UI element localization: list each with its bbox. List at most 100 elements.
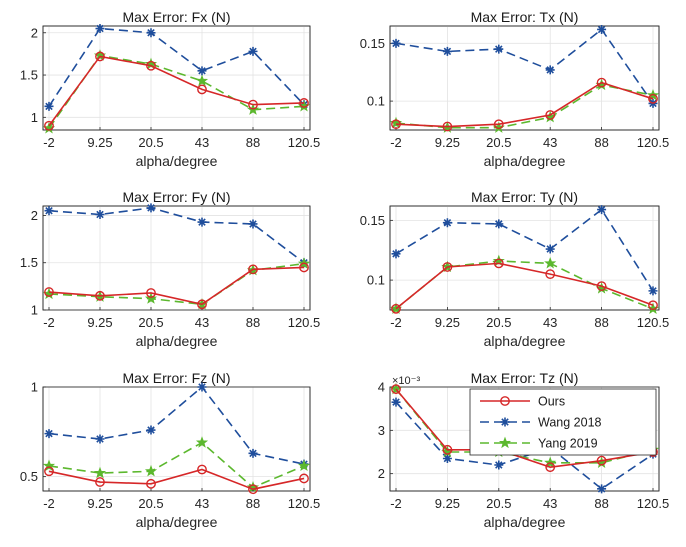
marker-wang-2018-3 [545, 65, 555, 75]
marker-ours-2 [493, 258, 504, 269]
marker-yang-2019-2 [144, 464, 158, 477]
marker-ours-5 [299, 473, 309, 484]
y-tick-label: 1 [31, 380, 38, 395]
marker-ours-0 [44, 287, 54, 297]
series-line [395, 388, 654, 468]
subplot-title: Max Error: Fy (N) [122, 189, 230, 205]
x-axis-label: alpha/degree [136, 514, 218, 530]
y-tick-label: 0.15 [360, 36, 385, 51]
plot-frame [389, 205, 660, 311]
marker-wang-2018-4 [597, 484, 607, 494]
series-line [48, 385, 305, 465]
marker-yang-2019-2 [144, 292, 158, 304]
x-axis-label: alpha/degree [136, 153, 218, 169]
series-ours [44, 464, 309, 495]
subplot-6: -2 9.25 20.5 43 88 120.5 2 3 4 Max Error: Tz (N) a… [378, 370, 670, 530]
marker-wang-2018-1 [95, 210, 105, 220]
x-tick-label: 20.5 [486, 496, 511, 511]
x-tick-label: 120.5 [637, 496, 670, 511]
x-tick-label: 88 [594, 496, 608, 511]
y-tick-label: 1 [31, 303, 38, 318]
marker-wang-2018-1 [95, 24, 105, 34]
subplot-3: -2 9.25 20.5 43 88 120.5 1 1.5 2 Max Error: Fy (N… [20, 189, 320, 349]
marker-wang-2018-2 [146, 425, 156, 435]
legend-label: Ours [538, 395, 565, 409]
marker-ours-2 [146, 288, 156, 298]
marker-wang-2018-0 [44, 101, 54, 111]
series-line [48, 441, 305, 489]
marker-ours-0 [44, 120, 54, 131]
x-tick-label: -2 [390, 496, 402, 511]
x-tick-label: 43 [543, 135, 557, 150]
x-tick-label: 9.25 [87, 496, 112, 511]
x-tick-label: 20.5 [486, 135, 511, 150]
x-tick-label: 88 [246, 315, 260, 330]
y-tick-label: 1 [31, 110, 38, 125]
subplot-2: -2 9.25 20.5 43 88 120.5 0.1 0.15 Max Error: Tx … [360, 9, 670, 169]
y-tick-label: 0.15 [360, 213, 385, 228]
series-line [48, 55, 305, 127]
marker-yang-2019-3 [195, 74, 209, 87]
y-tick-label: 1.5 [20, 68, 38, 83]
plot-frame [389, 25, 660, 131]
marker-wang-2018-2 [494, 44, 504, 54]
x-tick-label: 88 [246, 496, 260, 511]
x-tick-label: 120.5 [637, 315, 670, 330]
x-tick-label: 120.5 [637, 135, 670, 150]
marker-wang-2018-2 [146, 203, 156, 213]
x-tick-label: 88 [594, 315, 608, 330]
marker-ours-2 [146, 60, 156, 71]
marker-ours-2 [146, 478, 156, 489]
marker-ours-0 [44, 466, 54, 477]
x-tick-label: 9.25 [87, 315, 112, 330]
series-line [395, 260, 654, 310]
marker-ours-1 [95, 290, 105, 301]
y-tick-label: 0.1 [367, 94, 385, 109]
marker-ours-5 [648, 300, 658, 311]
y-tick-label: 1.5 [20, 255, 38, 270]
legend-label: Wang 2018 [538, 416, 602, 430]
series-wang-2018 [391, 24, 658, 108]
marker-wang-2018-1 [442, 454, 452, 463]
x-tick-label: 43 [195, 496, 209, 511]
marker-ours-1 [442, 444, 453, 455]
marker-yang-2019-5 [297, 459, 311, 472]
series-line [395, 262, 654, 310]
x-tick-label: -2 [43, 315, 55, 330]
plot-area [42, 386, 311, 492]
series-wang-2018 [391, 205, 658, 296]
marker-wang-2018-0 [391, 397, 401, 407]
marker-yang-2019-0 [42, 459, 56, 472]
x-tick-label: 20.5 [486, 315, 511, 330]
marker-wang-2018-2 [494, 219, 504, 229]
y-tick-label: 2 [378, 466, 385, 481]
marker-ours-0 [391, 303, 401, 314]
marker-ours-4 [596, 281, 607, 291]
marker-ours-1 [442, 262, 453, 272]
marker-wang-2018-2 [494, 460, 504, 470]
marker-ours-0 [391, 384, 401, 395]
marker-ours-2 [493, 119, 504, 130]
x-tick-label: 43 [543, 496, 557, 511]
marker-ours-1 [95, 477, 105, 487]
plot-frame [42, 25, 311, 131]
series-line [395, 401, 654, 490]
marker-yang-2019-1 [93, 466, 107, 479]
legend-label: Yang 2019 [538, 437, 598, 451]
x-tick-label: 120.5 [288, 496, 321, 511]
marker-wang-2018-2 [146, 28, 156, 38]
y-tick-label: 2 [31, 25, 38, 40]
y-tick-label: 4 [378, 380, 385, 395]
marker-yang-2019-3 [544, 257, 557, 269]
marker-ours-4 [248, 264, 258, 275]
marker-wang-2018-3 [197, 66, 207, 76]
marker-wang-2018-5 [648, 286, 658, 296]
marker-wang-2018-3 [197, 217, 207, 227]
x-axis-label: alpha/degree [136, 333, 218, 349]
series-line [395, 28, 654, 104]
plot-area [389, 25, 660, 131]
subplot-5: -2 9.25 20.5 43 88 120.5 0.5 1 Max Error: Fz (N)… [20, 370, 320, 530]
x-tick-label: 9.25 [435, 496, 460, 511]
series-ours [391, 77, 658, 132]
marker-ours-3 [545, 110, 556, 120]
